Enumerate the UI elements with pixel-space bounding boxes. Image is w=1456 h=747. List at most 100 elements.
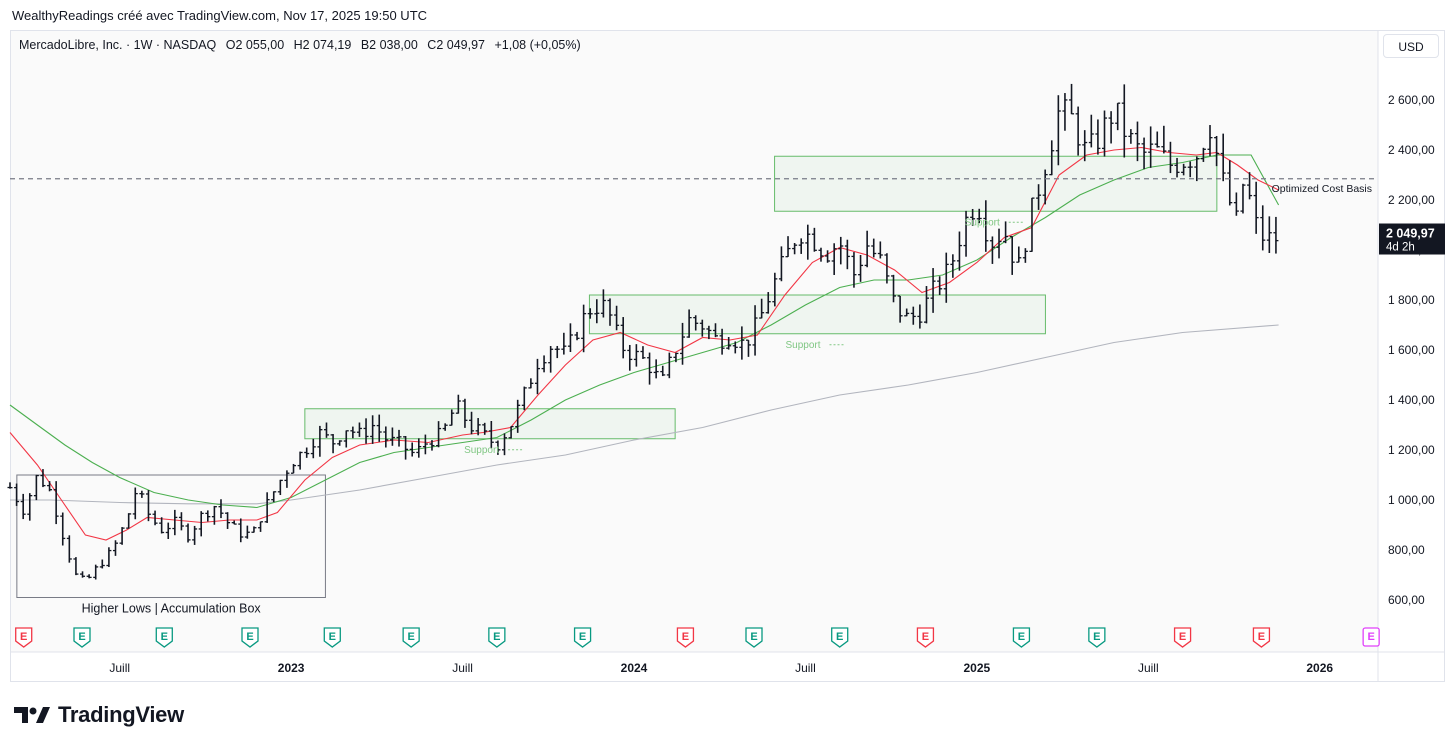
ohlc-bar — [1194, 156, 1200, 182]
price-tick-label: 1 400,00 — [1388, 393, 1435, 407]
ohlc-bar — [976, 208, 982, 224]
ohlc-bar — [1141, 137, 1147, 170]
time-tick-label: 2026 — [1306, 661, 1333, 675]
ohlc-bar — [877, 241, 883, 259]
earnings-marker-label: E — [1258, 631, 1265, 643]
ohlc-bar — [455, 394, 461, 414]
ohlc-bar — [7, 482, 13, 489]
last-price-value: 2 049,97 — [1386, 227, 1435, 241]
tradingview-logo-icon — [14, 707, 50, 723]
earnings-marker-icon[interactable]: E — [241, 627, 259, 648]
ohlc-bar — [521, 386, 527, 411]
earnings-marker-shape — [573, 627, 592, 648]
ohlc-bar — [330, 434, 336, 454]
ohlc-bar — [1036, 184, 1042, 210]
ohlc-bar — [132, 487, 138, 520]
ohlc-bar — [27, 493, 33, 521]
ohlc-bar — [475, 418, 481, 436]
ohlc-bar — [970, 208, 976, 226]
ohlc-bar — [231, 520, 237, 525]
ohlc-bar — [99, 559, 105, 569]
ohlc-bar — [73, 557, 79, 576]
earnings-marker-icon[interactable]: E — [745, 627, 763, 648]
legend-low: B2 038,00 — [360, 38, 418, 52]
ohlc-bar — [495, 440, 501, 455]
ohlc-bar — [1161, 125, 1167, 154]
ohlc-bar — [693, 315, 699, 331]
earnings-marker-label: E — [78, 631, 85, 643]
earnings-marker-label: E — [20, 631, 27, 643]
earnings-marker-label: E — [329, 631, 336, 643]
earnings-marker-icon[interactable]: E — [488, 627, 506, 648]
ohlc-bar — [1009, 235, 1015, 275]
earnings-marker-icon[interactable]: E — [1252, 627, 1271, 648]
ohlc-bar — [462, 398, 468, 428]
ohlc-bar — [673, 352, 679, 363]
bar-countdown: 4d 2h — [1386, 242, 1415, 254]
earnings-marker-icon[interactable]: E — [155, 627, 173, 648]
ohlc-bar — [165, 522, 171, 540]
support-zone-label: Support — [965, 217, 1000, 228]
ohlc-bar — [1233, 192, 1239, 216]
ohlc-bar — [53, 481, 59, 525]
earnings-marker-icon[interactable]: E — [402, 627, 420, 648]
ohlc-bar — [996, 228, 1002, 259]
earnings-marker-icon[interactable]: E — [1088, 627, 1106, 648]
earnings-marker-label: E — [493, 631, 500, 643]
support-zone — [304, 408, 676, 440]
ohlc-bar — [1240, 183, 1246, 214]
earnings-marker-label: E — [246, 631, 253, 643]
time-tick-label: 2023 — [278, 661, 305, 675]
support-zone-label: Support — [464, 445, 499, 456]
ohlc-bar — [416, 438, 422, 458]
ohlc-bar — [1187, 161, 1193, 178]
earnings-marker-shape — [73, 627, 91, 648]
sma-mid-line — [9, 154, 1280, 509]
earnings-marker-icon[interactable]: E — [1012, 627, 1031, 648]
ohlc-bar — [93, 564, 99, 580]
ohlc-bar — [86, 574, 92, 579]
currency-selector[interactable]: USD — [1383, 34, 1439, 58]
earnings-marker-shape — [1012, 627, 1031, 648]
ohlc-bar — [178, 512, 184, 531]
earnings-marker-icon[interactable]: E — [1362, 627, 1380, 647]
ohlc-bar — [772, 272, 778, 307]
ohlc-bar — [1174, 157, 1180, 178]
ohlc-bar — [528, 378, 534, 389]
ohlc-bar — [356, 422, 362, 437]
earnings-marker-icon[interactable]: E — [573, 627, 592, 648]
ohlc-bar — [633, 344, 639, 367]
earnings-marker-icon[interactable]: E — [15, 627, 33, 648]
earnings-marker-icon[interactable]: E — [73, 627, 91, 648]
earnings-marker-icon[interactable]: E — [1173, 627, 1192, 648]
tradingview-logo[interactable]: TradingView — [14, 702, 184, 728]
ohlc-bar — [66, 535, 72, 563]
ohlc-bar — [1167, 141, 1173, 174]
time-tick-label: Juill — [452, 661, 473, 675]
earnings-marker-icon[interactable]: E — [323, 627, 341, 648]
ohlc-bar — [1128, 129, 1134, 144]
ohlc-bar — [930, 268, 936, 313]
ohlc-bar — [1220, 133, 1226, 182]
ohlc-bar — [502, 433, 508, 456]
earnings-marker-shape — [831, 627, 849, 648]
ohlc-bar — [956, 231, 962, 271]
earnings-marker-icon[interactable]: E — [676, 627, 695, 648]
earnings-marker-icon[interactable]: E — [831, 627, 849, 648]
earnings-marker-icon[interactable]: E — [916, 627, 935, 648]
earnings-marker-shape — [488, 627, 506, 648]
ohlc-bar — [264, 492, 270, 523]
ohlc-bar — [47, 481, 53, 492]
ohlc-bar — [765, 292, 771, 314]
ohlc-bar — [1049, 140, 1055, 176]
earnings-marker-label: E — [682, 631, 689, 643]
ohlc-bar — [818, 247, 824, 262]
ohlc-bar — [284, 470, 290, 488]
ohlc-bar — [752, 305, 758, 356]
ohlc-bar — [745, 339, 751, 357]
ohlc-bar — [838, 236, 844, 265]
ohlc-bar — [449, 409, 455, 426]
ohlc-bar — [666, 352, 672, 379]
ohlc-bar — [271, 491, 277, 503]
